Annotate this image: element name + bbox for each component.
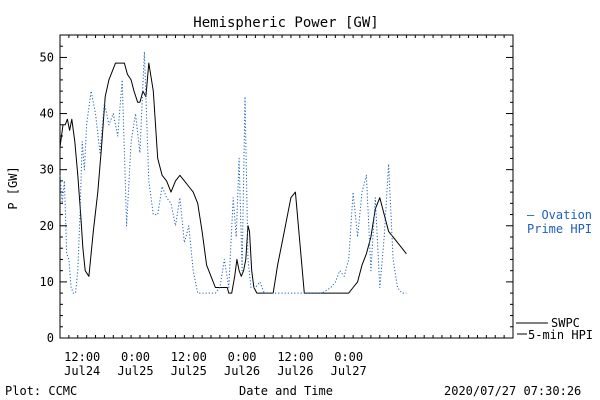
series-layer — [59, 51, 407, 294]
x-axis: 12:00Jul240:00Jul2512:00Jul250:00Jul2612… — [59, 35, 514, 378]
x-tick-label-time: 12:00 — [277, 350, 313, 364]
x-tick-label-date: Jul26 — [224, 364, 260, 378]
legend: — Ovation Prime HPI SWPC 5-min HPI — [516, 208, 593, 342]
series-line-ovation-prime — [59, 51, 407, 294]
x-tick-label-time: 12:00 — [64, 350, 100, 364]
legend-ovation-line1: — Ovation — [527, 208, 592, 222]
series-line-swpc — [59, 62, 407, 294]
x-tick-label-date: Jul26 — [277, 364, 313, 378]
legend-ovation-line2: Prime HPI — [527, 222, 592, 236]
legend-swpc-line2: 5-min HPI — [528, 328, 593, 342]
x-tick-label-time: 0:00 — [334, 350, 363, 364]
x-tick-label-date: Jul27 — [331, 364, 367, 378]
y-tick-label-50: 50 — [40, 50, 54, 64]
plot-area-border — [59, 34, 514, 339]
legend-swpc-line1: SWPC — [551, 316, 580, 330]
y-tick-label-0: 0 — [47, 331, 54, 345]
footer-plot-credit: Plot: CCMC — [5, 384, 77, 398]
footer-timestamp: 2020/07/27 07:30:26 — [444, 384, 581, 398]
x-axis-label: Date and Time — [239, 384, 333, 398]
chart-title: Hemispheric Power [GW] — [193, 15, 378, 31]
y-axis-label: P [GW] — [6, 166, 20, 209]
x-tick-label-time: 12:00 — [171, 350, 207, 364]
y-tick-label-40: 40 — [40, 107, 54, 121]
y-axis: 0 10 20 30 40 50 — [40, 34, 513, 345]
x-tick-label-time: 0:00 — [121, 350, 150, 364]
x-tick-label-date: Jul24 — [64, 364, 100, 378]
x-tick-label-date: Jul25 — [171, 364, 207, 378]
y-tick-label-30: 30 — [40, 163, 54, 177]
x-tick-label-date: Jul25 — [117, 364, 153, 378]
x-tick-label-time: 0:00 — [228, 350, 257, 364]
y-tick-label-20: 20 — [40, 219, 54, 233]
y-tick-label-10: 10 — [40, 275, 54, 289]
plot-frame — [59, 34, 514, 339]
